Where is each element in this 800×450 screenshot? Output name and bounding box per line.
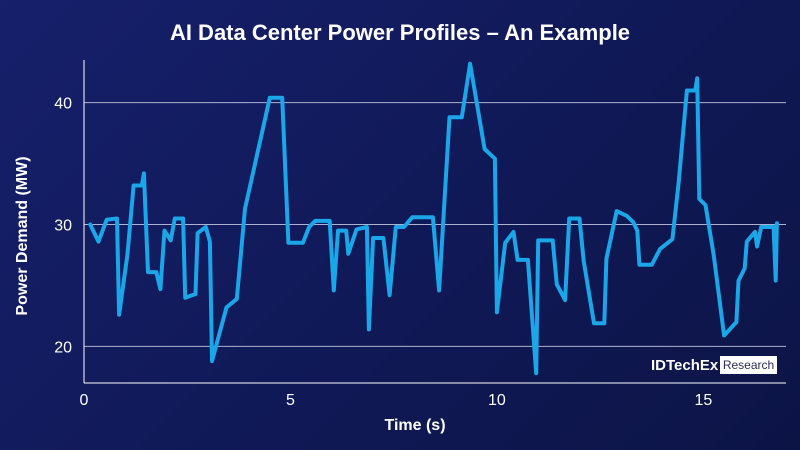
logo-tag-box bbox=[720, 356, 777, 374]
y-tick-labels: 20 30 40 bbox=[54, 96, 72, 357]
chart-title: AI Data Center Power Profiles – An Examp… bbox=[170, 20, 630, 45]
y-tick-label-20: 20 bbox=[54, 339, 72, 356]
x-tick-label-5: 5 bbox=[286, 392, 295, 409]
x-tick-label-0: 0 bbox=[80, 392, 89, 409]
y-tick-label-40: 40 bbox=[54, 96, 72, 113]
logo-tag-text: Research bbox=[723, 358, 774, 372]
x-tick-labels: 0 5 10 15 bbox=[80, 392, 713, 409]
power-demand-line bbox=[88, 61, 779, 376]
y-tick-label-30: 30 bbox=[54, 218, 72, 235]
idtechex-logo: IDTechEx Research bbox=[651, 356, 777, 374]
y-axis-label: Power Demand (MW) bbox=[14, 156, 31, 315]
x-tick-label-10: 10 bbox=[488, 392, 506, 409]
x-axis-label: Time (s) bbox=[384, 417, 445, 434]
x-tick-label-15: 15 bbox=[695, 392, 713, 409]
logo-brand-text: IDTechEx bbox=[651, 357, 719, 374]
